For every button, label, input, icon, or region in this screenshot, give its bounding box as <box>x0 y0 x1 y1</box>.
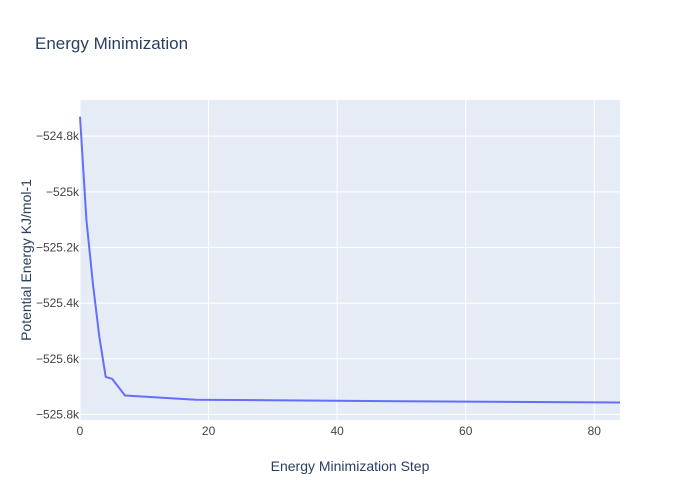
y-tick-label: −524.8k <box>36 129 80 143</box>
chart-title: Energy Minimization <box>35 34 189 53</box>
plot-area <box>80 100 620 420</box>
x-tick-label: 40 <box>330 424 344 438</box>
x-axis-ticks: 0 20 40 60 80 <box>77 424 602 438</box>
y-tick-label: −525.6k <box>36 352 80 366</box>
x-tick-label: 0 <box>77 424 84 438</box>
grid-lines <box>79 100 620 420</box>
y-tick-label: −525k <box>46 185 80 199</box>
series-line <box>79 116 621 404</box>
y-axis-ticks: −524.8k −525k −525.2k −525.4k −525.6k −525.8k <box>36 129 80 421</box>
x-tick-label: 80 <box>588 424 602 438</box>
x-axis-title: Energy Minimization Step <box>270 458 430 474</box>
y-tick-label: −525.2k <box>36 240 80 254</box>
x-tick-label: 60 <box>459 424 473 438</box>
series-layer <box>79 116 621 404</box>
y-tick-label: −525.8k <box>36 407 80 421</box>
x-tick-label: 20 <box>202 424 216 438</box>
y-tick-label: −525.4k <box>36 296 80 310</box>
y-axis-title: Potential Energy KJ/mol-1 <box>18 179 34 341</box>
